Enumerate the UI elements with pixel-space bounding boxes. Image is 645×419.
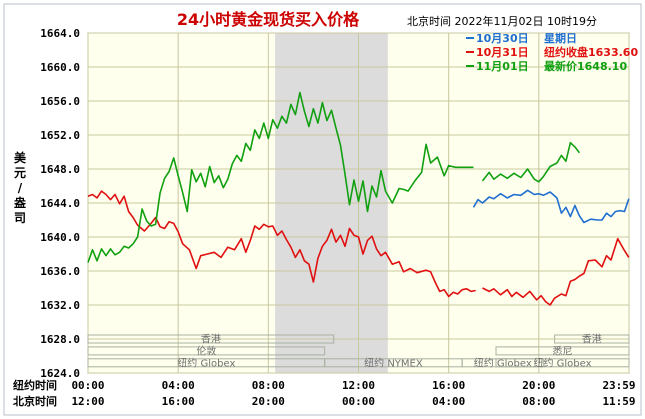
x-tick-label: 08:00 — [252, 379, 285, 392]
x-tick-label: 00:00 — [71, 379, 104, 392]
market-bar-label: 纽约 Globex — [533, 356, 591, 369]
y-axis-label: 元 — [14, 166, 26, 180]
y-axis-label: 司 — [14, 211, 26, 225]
y-tick-label: 1640.0 — [40, 231, 80, 244]
x-tick-label: 16:00 — [162, 395, 195, 408]
chart-title: 24小时黄金现货买入价格 — [177, 10, 360, 29]
market-bar-label: 伦敦 — [196, 344, 216, 357]
y-tick-label: 1628.0 — [40, 333, 80, 346]
x-tick-label: 23:59 — [602, 379, 635, 392]
market-bar-label: 香港 — [582, 334, 602, 346]
market-bar-4: 纽约 Globex — [461, 356, 544, 369]
x-tick-label: 04:00 — [432, 395, 465, 408]
market-bar-box — [554, 334, 630, 344]
series-1 — [87, 190, 630, 306]
market-bar-box — [87, 334, 335, 344]
series-line — [472, 189, 630, 224]
y-tick-label: 1660.0 — [40, 61, 80, 74]
legend-desc: 纽约收盘1633.60 — [544, 45, 638, 59]
market-bar-0: 香港 — [87, 334, 335, 346]
series-line — [481, 141, 581, 183]
legend-date: 11月01日 — [476, 60, 529, 73]
x-tick-label: 11:59 — [602, 395, 635, 408]
x-tick-label: 20:00 — [252, 395, 285, 408]
series-line — [87, 190, 476, 298]
x-tick-label: 00:00 — [342, 395, 375, 408]
y-axis-label: 美 — [14, 150, 27, 165]
x-tick-label: 12:00 — [342, 379, 375, 392]
market-bar-label: 纽约 NYMEX — [364, 356, 423, 369]
market-bar-box — [495, 346, 630, 356]
header-timestamp: 北京时间 2022年11月02日 10时19分 — [407, 14, 597, 28]
y-tick-label: 1636.0 — [40, 265, 80, 278]
legend-item-2: 11月01日 最新价1648.10 — [466, 59, 627, 73]
legend-desc: 最新价1648.10 — [544, 59, 627, 73]
market-bar-label: 纽约 Globex — [474, 356, 532, 369]
y-tick-label: 1664.0 — [40, 27, 80, 40]
series-2 — [87, 91, 581, 263]
x-tick-label: 08:00 — [522, 395, 555, 408]
x-axis-row-label: 纽约时间 — [13, 378, 57, 392]
legend-item-0: 10月30日 星期日 — [466, 31, 577, 45]
market-bar-label: 悉尼 — [553, 345, 573, 357]
market-bar-box — [495, 358, 630, 368]
y-tick-label: 1648.0 — [40, 163, 80, 176]
y-tick-label: 1632.0 — [40, 299, 80, 312]
x-tick-label: 16:00 — [432, 379, 465, 392]
y-axis-label: 盎 — [14, 195, 27, 210]
y-tick-label: 1652.0 — [40, 129, 80, 142]
x-tick-label: 12:00 — [71, 395, 104, 408]
y-tick-label: 1644.0 — [40, 197, 80, 210]
series-line — [482, 237, 630, 306]
market-bar-6: 悉尼 — [495, 345, 630, 357]
legend-desc: 星期日 — [544, 31, 577, 45]
legend-date: 10月31日 — [476, 46, 529, 59]
x-tick-label: 20:00 — [522, 379, 555, 392]
series-line — [87, 91, 474, 263]
market-bar-label: 纽约 Globex — [177, 356, 235, 369]
y-tick-label: 1624.0 — [40, 367, 80, 380]
y-axis-label: / — [18, 181, 23, 195]
market-bar-5: 香港 — [554, 334, 630, 346]
y-tick-label: 1656.0 — [40, 95, 80, 108]
market-bar-7: 纽约 Globex — [495, 356, 630, 369]
market-bar-box — [87, 346, 326, 356]
market-bar-1: 伦敦 — [87, 344, 326, 357]
market-bar-label: 香港 — [201, 334, 221, 346]
x-tick-label: 04:00 — [162, 379, 195, 392]
series-0 — [472, 189, 630, 224]
legend-item-1: 10月31日 纽约收盘1633.60 — [466, 45, 638, 59]
legend-date: 10月30日 — [476, 32, 529, 45]
x-axis-row-label: 北京时间 — [13, 394, 57, 408]
